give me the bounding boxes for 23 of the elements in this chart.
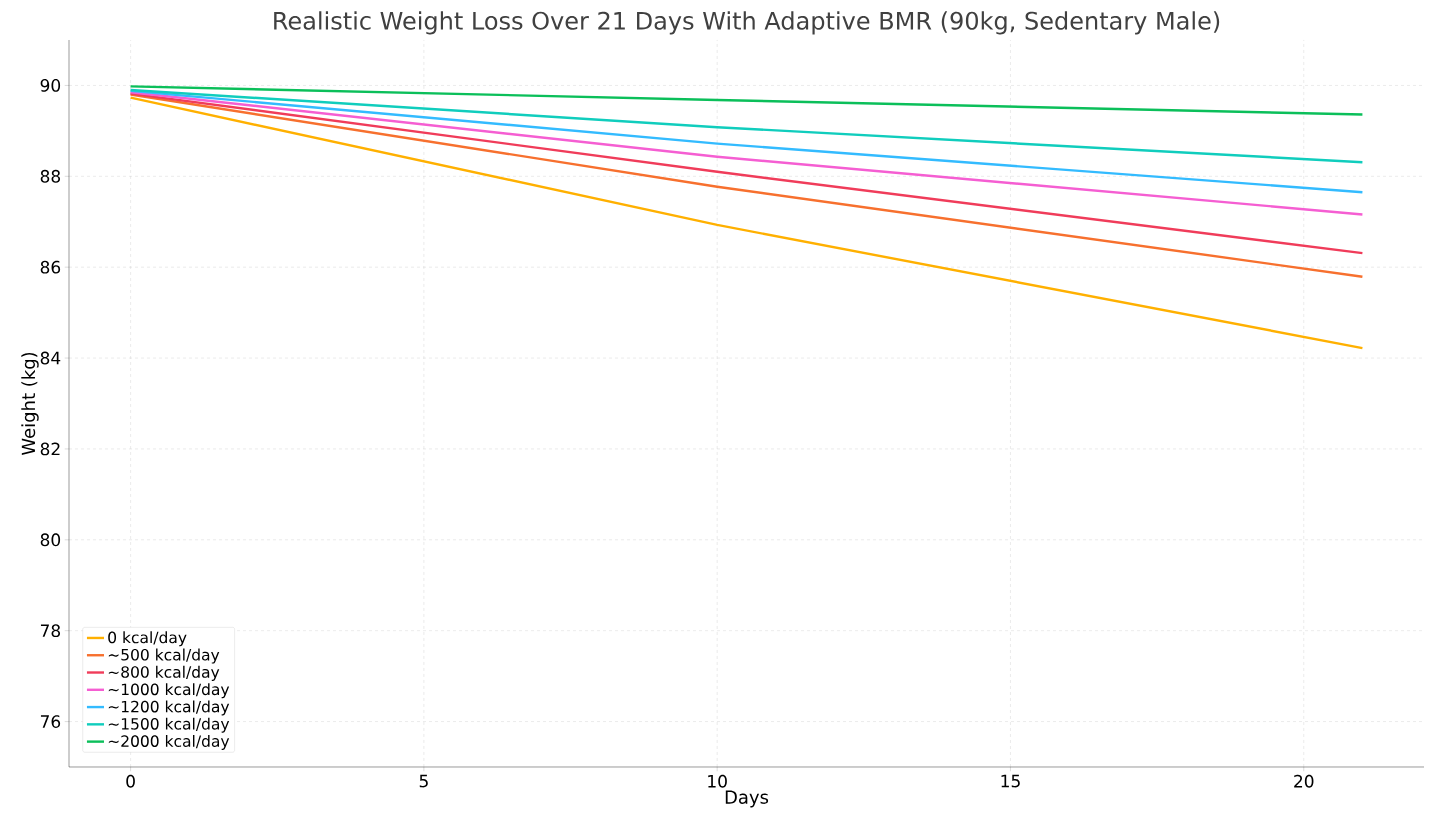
legend-label: ~500 kcal/day [108,648,220,664]
legend-label: ~1000 kcal/day [108,683,230,699]
y-tick-label: 90 [40,79,61,92]
y-tick-label: 86 [40,260,61,274]
legend-label: ~2000 kcal/day [108,734,230,750]
x-tick-label: 0 [126,774,135,788]
legend-label: ~800 kcal/day [108,665,220,681]
y-tick-label: 76 [40,715,61,728]
x-tick-label: 20 [1294,774,1314,788]
x-tick-label: 15 [1001,774,1020,788]
legend-label: ~1200 kcal/day [108,700,230,716]
y-tick-label: 88 [40,169,61,183]
y-tick-label: 78 [40,624,61,638]
x-tick-label: 5 [419,774,428,788]
x-axis-title: Days [725,790,769,808]
x-tick-label: 10 [708,774,727,788]
legend-label: 0 kcal/day [108,631,187,647]
y-axis-title: Weight (kg) [21,352,39,456]
legend-label: ~1500 kcal/day [108,717,230,733]
y-tick-label: 84 [40,351,61,365]
y-tick-label: 82 [40,442,60,456]
y-tick-label: 80 [40,533,61,547]
chart-title: Realistic Weight Loss Over 21 Days With Adaptive BMR (90kg, Sedentary Male) [274,11,1220,35]
